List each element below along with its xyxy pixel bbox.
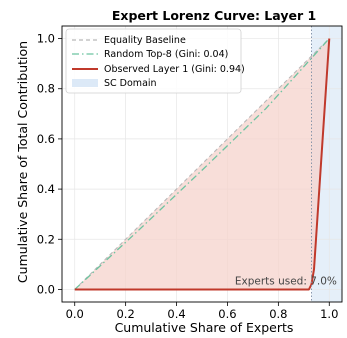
legend: Equality Baseline Random Top-8 (Gini: 0.… — [65, 28, 245, 94]
y-tick-label-1: 0.2 — [37, 232, 55, 246]
x-tick-label-5: 1.0 — [320, 307, 338, 321]
legend-label-equality: Equality Baseline — [104, 35, 186, 46]
legend-swatch-sc-domain — [72, 79, 98, 87]
x-tick-label-3: 0.6 — [218, 307, 236, 321]
plot-frame — [61, 25, 343, 303]
x-tick-label-0: 0.0 — [66, 307, 84, 321]
observed-layer1-line — [74, 38, 331, 291]
x-tick-label-2: 0.4 — [167, 307, 185, 321]
x-tick-label-4: 0.8 — [269, 307, 287, 321]
series-lines — [74, 38, 331, 291]
y-tick-label-0: 0.0 — [37, 282, 55, 296]
equality-baseline-line — [74, 38, 330, 290]
y-axis-label: Cumulative Share of Total Contribution — [15, 41, 30, 283]
legend-label-observed: Observed Layer 1 (Gini: 0.94) — [104, 64, 245, 75]
y-tick-label-5: 1.0 — [37, 32, 55, 46]
random-top8-line — [74, 38, 330, 290]
x-tick-label-1: 0.2 — [116, 307, 134, 321]
y-tick-label-4: 0.8 — [37, 82, 55, 96]
experts-used-annotation: Experts used: 7.0% — [235, 275, 337, 287]
x-axis-label: Cumulative Share of Experts — [115, 320, 294, 335]
legend-label-random: Random Top-8 (Gini: 0.04) — [104, 49, 228, 60]
axes-frame — [61, 25, 343, 303]
y-tick-label-2: 0.4 — [37, 182, 55, 196]
y-tick-label-3: 0.6 — [37, 132, 55, 146]
legend-frame — [65, 28, 242, 94]
chart-title: Expert Lorenz Curve: Layer 1 — [112, 8, 316, 23]
y-axis-ticks: 0.0 0.2 0.4 0.6 0.8 1.0 — [37, 32, 62, 296]
legend-label-sc-domain: SC Domain — [104, 78, 157, 89]
x-axis-ticks: 0.0 0.2 0.4 0.6 0.8 1.0 — [66, 302, 338, 321]
